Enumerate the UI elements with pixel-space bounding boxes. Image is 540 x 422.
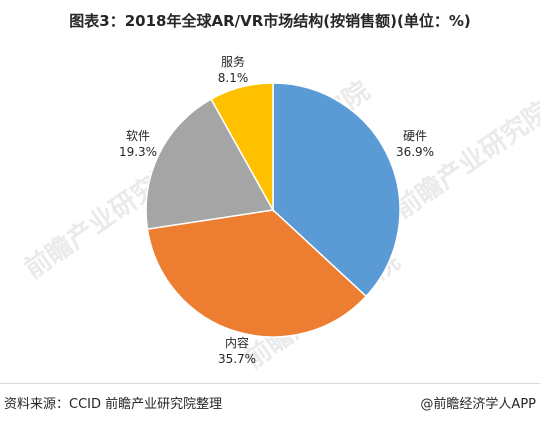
slice-value-label: 19.3%	[119, 145, 157, 159]
slice-category-label: 硬件	[403, 129, 427, 143]
slice-value-label: 35.7%	[218, 352, 256, 366]
chart-title: 图表3：2018年全球AR/VR市场结构(按销售额)(单位：%)	[69, 12, 471, 30]
slice-category-label: 内容	[225, 335, 249, 350]
slice-category-label: 服务	[221, 54, 245, 69]
pie-chart: 硬件 36.9% 内容 35.7% 软件 19.3% 服务 8.1%	[119, 54, 434, 366]
pie-slice-服务	[210, 82, 274, 213]
brand-mark: @前瞻经济学人APP	[420, 397, 536, 412]
source-note: 资料来源：CCID 前瞻产业研究院整理	[4, 397, 223, 412]
slice-value-label: 8.1%	[218, 71, 249, 85]
pie-slice-内容	[146, 209, 368, 338]
pie-slice-硬件	[272, 82, 401, 298]
slice-category-label: 软件	[126, 129, 150, 143]
pie-slice-软件	[145, 98, 275, 230]
footer: 资料来源：CCID 前瞻产业研究院整理 @前瞻经济学人APP	[0, 383, 540, 422]
slice-value-label: 36.9%	[396, 145, 434, 159]
